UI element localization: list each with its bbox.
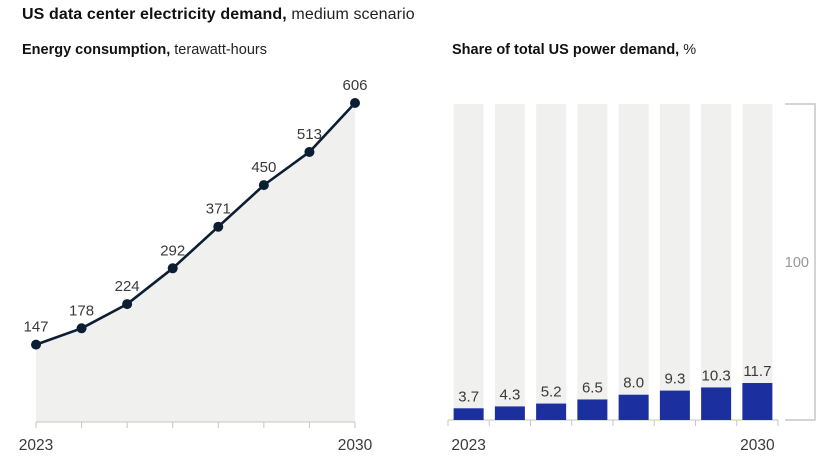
energy-subtitle-bold: Energy consumption,: [22, 42, 171, 58]
share-chart-subtitle: Share of total US power demand, %: [452, 42, 696, 58]
share-bar-background: [618, 104, 649, 420]
energy-line: [34, 101, 357, 346]
share-bar-label: 8.0: [623, 375, 644, 392]
energy-data-point: [167, 263, 178, 274]
share-bar: [742, 383, 773, 420]
share-bar: [701, 387, 732, 420]
energy-data-point: [213, 221, 224, 232]
share-x-axis-label-end: 2030: [740, 437, 775, 454]
energy-x-axis-label-start: 2023: [19, 437, 53, 454]
share-bar: [536, 403, 567, 420]
energy-point-label: 147: [23, 319, 48, 336]
energy-point-label: 292: [160, 242, 185, 259]
energy-point-label: 513: [297, 126, 322, 143]
share-bar: [659, 390, 690, 420]
energy-point-label: 371: [206, 201, 231, 218]
share-bar: [453, 408, 484, 420]
share-subtitle-bold: Share of total US power demand,: [452, 42, 680, 58]
share-x-axis-label-start: 2023: [451, 437, 485, 454]
share-bar: [577, 399, 608, 420]
energy-point-label: 450: [251, 159, 276, 176]
share-bar-background: [659, 104, 690, 420]
share-scale-label: 100: [785, 255, 809, 271]
energy-point-label: 606: [342, 77, 367, 94]
share-bar-background: [453, 104, 484, 420]
energy-data-point: [76, 323, 87, 334]
share-bar-background: [701, 104, 732, 420]
page-title-main: US data center electricity demand,: [22, 6, 287, 23]
share-bar-background: [536, 104, 567, 420]
energy-point-label: 224: [115, 278, 140, 295]
share-scale-bracket: [785, 103, 816, 421]
energy-consumption-line-chart: 147 178 224 292 371 450 513 606 2023 2030: [19, 77, 373, 454]
energy-chart-subtitle: Energy consumption, terawatt-hours: [22, 42, 267, 58]
energy-x-axis-label-end: 2030: [338, 437, 373, 454]
energy-point-label: 178: [69, 302, 94, 319]
share-bar-background: [494, 104, 525, 420]
share-bar-background: [742, 104, 773, 420]
energy-area-fill: [36, 103, 355, 422]
energy-data-point: [31, 339, 41, 350]
power-demand-share-bar-chart: 3.7 4.3 5.2 6.5 8.0 9.3 10.3 11.7 2023 2030 100: [447, 103, 816, 454]
share-subtitle-unit: %: [679, 42, 697, 58]
share-bar-label: 4.3: [499, 386, 520, 403]
share-bar-label: 10.3: [702, 367, 731, 384]
share-bar-label: 9.3: [664, 371, 685, 388]
share-bar: [494, 406, 525, 420]
energy-data-point: [122, 299, 133, 310]
share-bar-label: 5.2: [541, 384, 562, 401]
share-bar-label: 3.7: [458, 388, 479, 405]
page-title: US data center electricity demand, mediu…: [22, 6, 415, 24]
share-bar-label: 6.5: [582, 379, 603, 396]
energy-data-point: [304, 146, 315, 157]
energy-data-point: [350, 98, 360, 108]
share-bar: [618, 394, 649, 420]
energy-subtitle-unit: terawatt-hours: [170, 42, 267, 58]
page-title-scenario: medium scenario: [286, 6, 415, 23]
share-bar-background: [577, 104, 608, 420]
share-bar-label: 11.7: [743, 363, 771, 380]
energy-data-point: [258, 180, 269, 191]
